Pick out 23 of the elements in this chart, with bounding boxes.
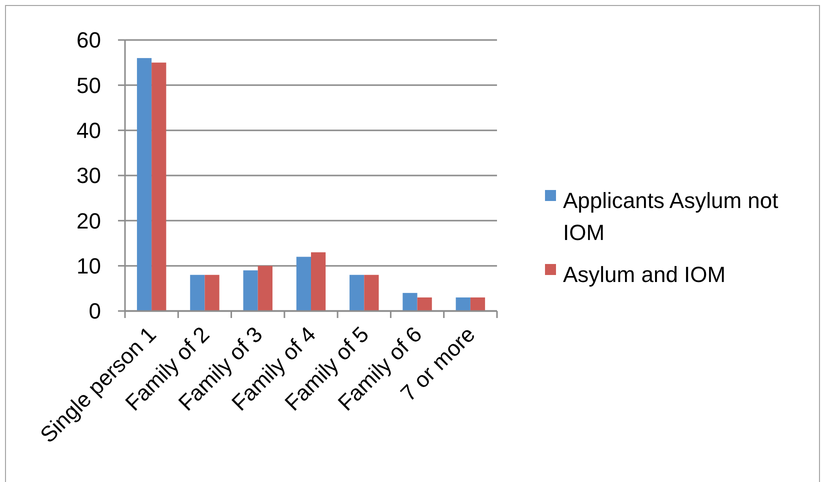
bar [311, 252, 326, 311]
bar [402, 292, 418, 311]
bar [243, 270, 258, 311]
bar [152, 62, 166, 311]
y-tick-label: 10 [76, 254, 101, 279]
bar [136, 58, 152, 311]
y-tick-label: 0 [88, 298, 101, 324]
bar [204, 274, 220, 311]
bar [258, 266, 272, 311]
y-tick-label: 30 [76, 163, 101, 188]
bar [350, 274, 364, 311]
bar [190, 274, 205, 311]
y-tick-label: 50 [76, 72, 101, 98]
y-tick-label: 40 [76, 118, 101, 144]
bar [456, 297, 470, 311]
bar [417, 297, 432, 311]
bar [364, 274, 379, 311]
y-tick-label: 60 [76, 28, 101, 53]
bar [296, 256, 311, 311]
bar [470, 297, 486, 311]
y-tick-label: 20 [76, 208, 101, 234]
legend-label: Applicants Asylum not IOM [563, 188, 778, 245]
legend-label: Asylum and IOM [563, 262, 726, 287]
